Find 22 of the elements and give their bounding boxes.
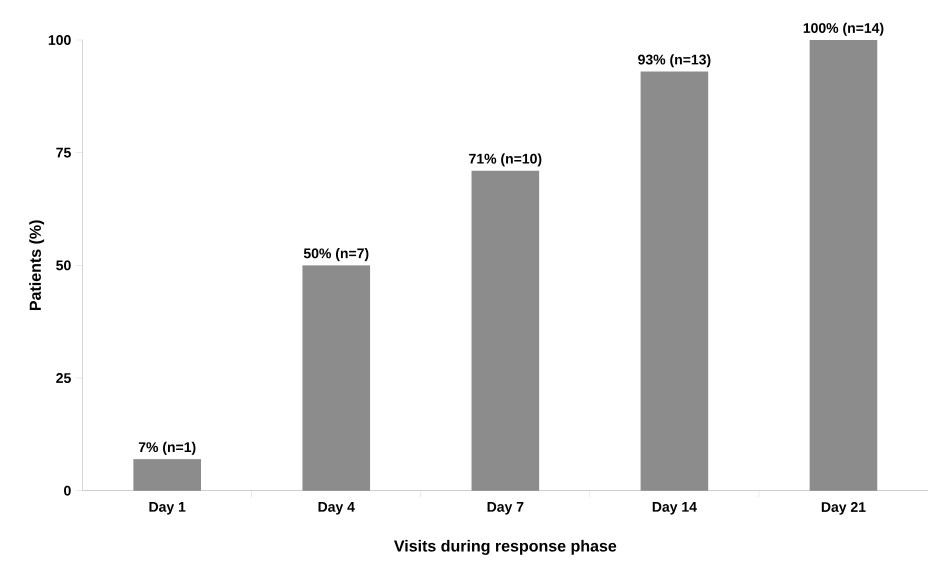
x-axis-title: Visits during response phase (394, 540, 616, 555)
y-tick-label: 50 (56, 260, 71, 270)
data-label: 71% (n=10) (469, 153, 542, 166)
bar (810, 40, 878, 491)
y-tick-label: 75 (56, 148, 71, 158)
x-tick-label: Day 4 (318, 502, 355, 515)
x-tick-label: Day 21 (822, 502, 866, 515)
x-tick-label: Day 7 (488, 502, 524, 515)
data-label: 50% (n=7) (304, 248, 368, 262)
y-tick-label: 0 (64, 486, 71, 496)
y-tick-label: 100 (48, 35, 71, 45)
x-tick-label: Day 14 (652, 502, 697, 515)
x-tick-label: Day 1 (149, 502, 186, 515)
data-label: 100% (n=14) (804, 22, 884, 36)
bar (302, 265, 370, 491)
data-label: 7% (n=1) (138, 442, 196, 455)
bar (472, 170, 540, 491)
y-axis-title: Patients (%) (29, 220, 44, 310)
y-tick-label: 25 (56, 373, 71, 383)
bar (640, 72, 708, 491)
data-label: 93% (n=13) (638, 54, 710, 68)
bar (133, 459, 202, 491)
